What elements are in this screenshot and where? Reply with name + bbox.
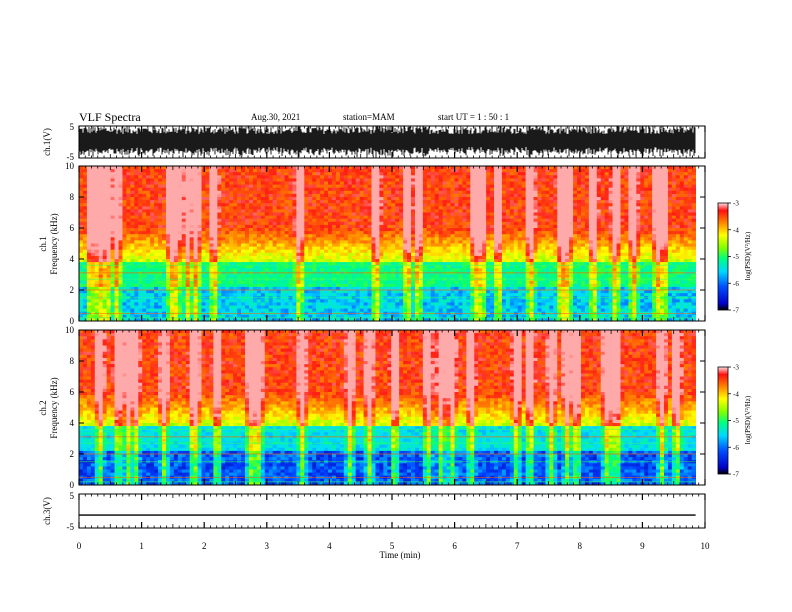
frequency-tick-label: 4 (70, 254, 75, 264)
chart-title: VLF Spectra (79, 110, 141, 124)
time-tick-label: 6 (452, 541, 457, 551)
ch1-colorbar-ticks: -3 -4 -5 -6 -7 (728, 200, 739, 315)
ch2-spectrogram-image (79, 330, 697, 486)
ch3-ytick-bottom: -5 (67, 522, 75, 532)
colorbar-tick-label: -7 (733, 307, 739, 315)
date-label: Aug.30, 2021 (251, 112, 301, 122)
colorbar-tick-label: -6 (733, 444, 739, 452)
frequency-tick-label: 8 (70, 192, 75, 202)
ch2-colorbar: -3 -4 -5 -6 -7 log(PSD)(V²/Hz) (717, 364, 752, 479)
ch1-spectrogram-panel: 0 2 4 6 8 10 ch.1 Frequency (kHz) (38, 161, 706, 326)
time-tick-marks (78, 126, 706, 528)
ch1-waveform-path (79, 126, 696, 158)
colorbar-tick-label: -5 (733, 253, 739, 261)
frequency-tick-label: 2 (70, 449, 75, 459)
time-axis-tick-labels: 0 1 2 3 4 5 6 7 8 9 10 (77, 541, 710, 551)
ch2-panel-label: ch.2 (38, 400, 48, 415)
frequency-tick-label: 10 (65, 325, 75, 335)
time-tick-label: 7 (515, 541, 520, 551)
ch2-frequency-label: Frequency (kHz) (49, 377, 59, 438)
ch2-colorbar-label: log(PSD)(V²/Hz) (744, 395, 752, 444)
colorbar-tick-label: -3 (733, 364, 739, 372)
colorbar-tick-label: -5 (733, 417, 739, 425)
ch1-colorbar-label: log(PSD)(V²/Hz) (744, 231, 752, 280)
time-tick-label: 10 (701, 541, 711, 551)
ch1-ytick-top: 5 (70, 122, 75, 132)
station-label: station=MAM (343, 112, 395, 122)
time-tick-label: 4 (327, 541, 332, 551)
colorbar-tick-label: -4 (733, 226, 739, 234)
time-tick-label: 5 (390, 541, 395, 551)
ch2-colorbar-ticks: -3 -4 -5 -6 -7 (728, 364, 739, 479)
ch1-ylabel: ch.1(V) (42, 128, 52, 156)
ch3-ytick-top: 5 (70, 491, 75, 501)
ch1-spectrogram-image (79, 166, 697, 322)
ch1-frequency-ticks: 0 2 4 6 8 10 (65, 161, 705, 326)
colorbar-tick-label: -6 (733, 280, 739, 288)
time-tick-label: 1 (139, 541, 144, 551)
time-tick-label: 0 (77, 541, 82, 551)
ch3-ylabel: ch.3(V) (42, 497, 52, 525)
time-tick-label: 2 (202, 541, 207, 551)
frequency-tick-label: 0 (70, 316, 75, 326)
time-tick-label: 9 (640, 541, 645, 551)
frequency-tick-label: 8 (70, 356, 75, 366)
frequency-tick-label: 2 (70, 285, 75, 295)
time-tick-label: 8 (578, 541, 583, 551)
frequency-tick-label: 4 (70, 418, 75, 428)
ch1-colorbar: -3 -4 -5 -6 -7 log(PSD)(V²/Hz) (717, 200, 752, 315)
colorbar-tick-label: -4 (733, 390, 739, 398)
ch1-panel-label: ch.1 (38, 236, 48, 251)
ch2-spectrogram-panel: 0 2 4 6 8 10 ch.2 Frequency (kHz) (38, 325, 706, 490)
frequency-tick-label: 6 (70, 387, 75, 397)
ch1-ytick-bottom: -5 (67, 152, 75, 162)
frequency-tick-label: 6 (70, 223, 75, 233)
time-tick-label: 3 (265, 541, 270, 551)
colorbar-tick-label: -7 (733, 471, 739, 479)
start-time-label: start UT = 1 : 50 : 1 (438, 112, 510, 122)
frequency-tick-label: 0 (70, 480, 75, 490)
ch1-waveform-trace (79, 126, 696, 158)
time-axis-label: Time (min) (380, 550, 421, 560)
frequency-tick-label: 10 (65, 161, 75, 171)
ch1-frequency-label: Frequency (kHz) (49, 213, 59, 274)
ch2-frequency-ticks: 0 2 4 6 8 10 (65, 325, 705, 490)
colorbar-tick-label: -3 (733, 200, 739, 208)
